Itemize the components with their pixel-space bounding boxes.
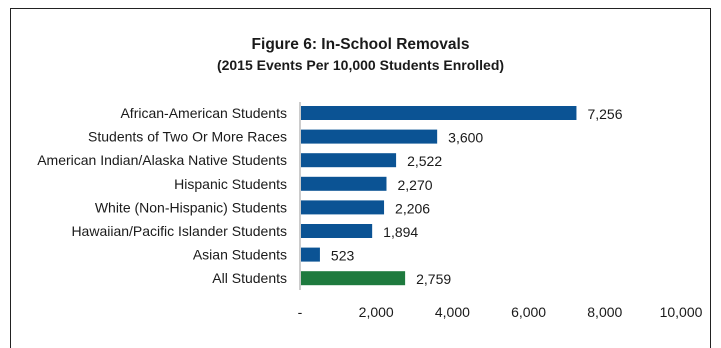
x-tick-label: 6,000 <box>511 304 546 320</box>
category-label: American Indian/Alaska Native Students <box>37 152 287 168</box>
bar <box>301 271 406 286</box>
data-label: 2,206 <box>395 200 430 216</box>
chart-title: Figure 6: In-School Removals <box>251 36 470 53</box>
chart-subtitle: (2015 Events Per 10,000 Students Enrolle… <box>216 57 505 73</box>
category-label: White (Non-Hispanic) Students <box>95 199 287 215</box>
x-tick-label: - <box>298 304 303 320</box>
category-label: Hispanic Students <box>174 176 287 192</box>
data-label: 7,256 <box>587 106 622 122</box>
category-label: Students of Two Or More Races <box>88 129 287 145</box>
x-tick-label: 8,000 <box>587 304 622 320</box>
x-tick-label: 4,000 <box>435 304 470 320</box>
data-label: 2,270 <box>397 177 432 193</box>
x-tick-label: 10,000 <box>660 304 703 320</box>
data-label: 3,600 <box>448 130 483 146</box>
bar <box>301 106 577 120</box>
data-label: 523 <box>331 248 355 264</box>
x-tick-label: 2,000 <box>359 304 394 320</box>
category-label: African-American Students <box>120 105 287 121</box>
category-label: Hawaiian/Pacific Islander Students <box>71 223 287 239</box>
bar <box>301 224 373 238</box>
category-label: All Students <box>212 270 287 286</box>
category-label: Asian Students <box>193 247 287 263</box>
bar <box>301 247 320 262</box>
data-label: 2,522 <box>407 153 442 169</box>
bar <box>301 129 438 144</box>
data-label: 1,894 <box>383 224 418 240</box>
bar-chart: African-American Students 7,256 Students o… <box>37 102 703 320</box>
bar <box>301 153 397 168</box>
bar <box>301 200 385 215</box>
bar <box>301 176 387 191</box>
data-label: 2,759 <box>416 271 451 287</box>
